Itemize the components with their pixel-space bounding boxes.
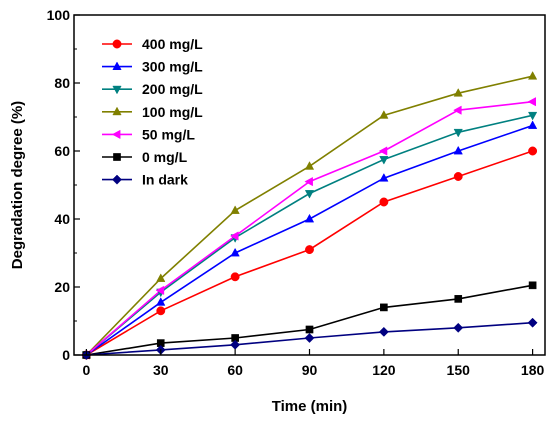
data-point — [528, 146, 538, 156]
legend-marker — [111, 129, 121, 140]
data-point — [527, 97, 537, 107]
data-point — [305, 245, 314, 255]
data-point — [527, 120, 538, 129]
data-point — [379, 197, 389, 207]
legend: 400 mg/L 300 mg/L 200 mg/L 100 mg/L 50 mg/L 0… — [102, 36, 203, 188]
data-point — [156, 273, 166, 282]
y-tick-label: 20 — [54, 279, 70, 295]
data-point — [230, 247, 240, 257]
data-point — [304, 176, 313, 187]
data-point — [379, 173, 389, 182]
data-point — [453, 145, 463, 155]
data-point — [378, 146, 388, 156]
data-point — [527, 71, 538, 80]
data-point — [156, 306, 166, 316]
y-tick-label: 60 — [54, 143, 70, 159]
data-point — [304, 213, 315, 223]
x-tick-label: 150 — [447, 362, 471, 378]
data-point — [453, 105, 462, 115]
data-point — [379, 156, 389, 165]
data-point — [527, 111, 538, 121]
x-tick-label: 60 — [227, 362, 243, 378]
x-tick-label: 0 — [82, 362, 90, 378]
legend-marker — [112, 61, 122, 70]
y-axis-title: Degradation degree (%) — [9, 101, 26, 269]
y-axis: 0 20 40 60 80 100 — [47, 7, 80, 363]
legend-marker — [112, 106, 122, 116]
y-tick-label: 0 — [62, 347, 70, 363]
series-line — [86, 284, 533, 356]
y-tick-label: 80 — [54, 75, 70, 91]
data-point — [453, 88, 463, 97]
legend-label: In dark — [142, 172, 188, 188]
data-point — [230, 272, 240, 282]
data-point — [155, 285, 165, 296]
data-point — [454, 295, 463, 303]
legend-marker — [112, 39, 122, 49]
data-point — [379, 110, 389, 119]
legend-marker — [112, 85, 122, 95]
legend-label: 100 mg/L — [142, 104, 203, 120]
data-point — [304, 190, 315, 199]
data-point — [230, 205, 240, 214]
legend-label: 400 mg/L — [142, 36, 203, 52]
data-point — [528, 281, 537, 290]
data-point — [156, 297, 166, 306]
legend-label: 50 mg/L — [142, 126, 195, 142]
x-tick-label: 30 — [153, 362, 169, 378]
legend-label: 0 mg/L — [142, 149, 188, 165]
data-point — [304, 161, 315, 170]
data-point — [453, 128, 463, 138]
data-point — [380, 303, 388, 312]
legend-label: 200 mg/L — [142, 81, 203, 97]
x-axis: 0 30 60 90 120 150 180 — [82, 349, 544, 378]
data-point — [453, 172, 463, 181]
data-point — [229, 231, 239, 241]
data-point — [304, 333, 315, 343]
data-point — [527, 317, 538, 328]
data-point — [305, 325, 314, 334]
x-tick-label: 180 — [521, 362, 545, 378]
legend-label: 300 mg/L — [142, 59, 203, 75]
x-tick-label: 90 — [302, 362, 318, 378]
legend-marker — [113, 153, 121, 161]
x-tick-label: 120 — [372, 362, 396, 378]
legend-marker — [112, 174, 122, 185]
x-axis-title: Time (min) — [272, 398, 348, 415]
data-point — [453, 322, 464, 333]
y-tick-label: 40 — [54, 211, 70, 227]
data-point — [378, 326, 389, 337]
y-tick-label: 100 — [47, 7, 71, 23]
